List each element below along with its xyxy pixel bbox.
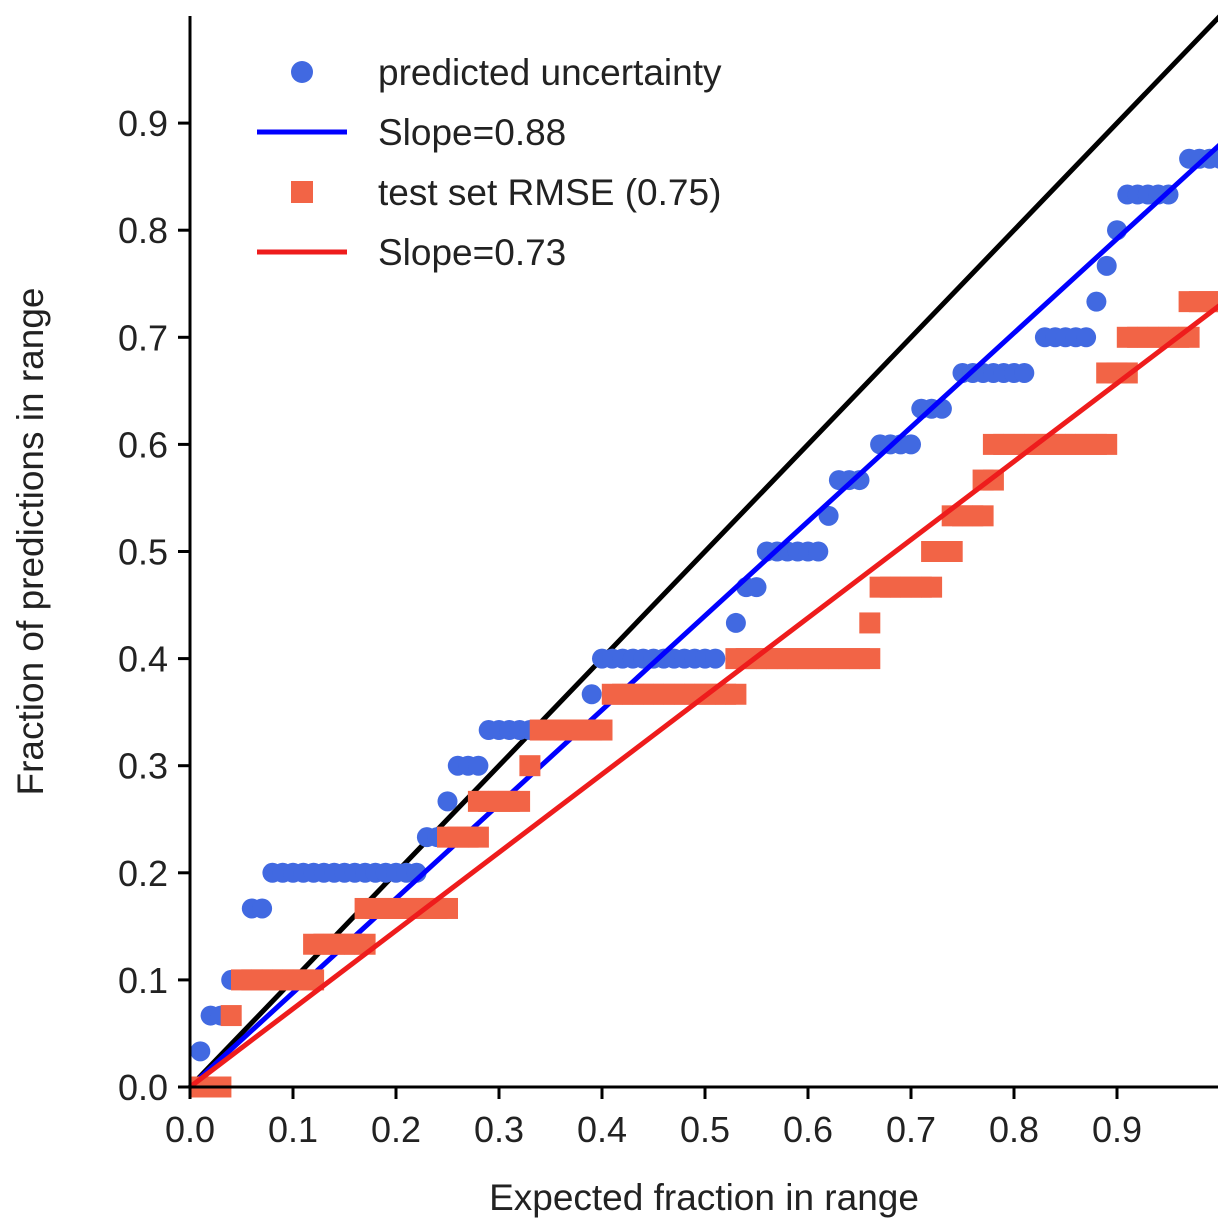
point-predicted-uncertainty (252, 898, 273, 919)
point-predicted-uncertainty (437, 791, 458, 812)
legend-marker-test-set-rmse (291, 181, 313, 203)
point-predicted-uncertainty (849, 470, 870, 491)
point-predicted-uncertainty (1086, 291, 1107, 312)
y-tick-label: 0.8 (118, 210, 168, 251)
legend-label-predicted-uncertainty: predicted uncertainty (378, 52, 722, 93)
fit-line-slope-0-73 (188, 303, 1218, 1089)
y-tick-label: 0.2 (118, 853, 168, 894)
x-tick-label: 0.7 (886, 1109, 936, 1150)
x-tick-label: 0.9 (1092, 1109, 1142, 1150)
point-predicted-uncertainty (808, 541, 829, 562)
legend-label-slope-073: Slope=0.73 (378, 232, 566, 273)
legend: predicted uncertainty Slope=0.88 test se… (257, 52, 722, 273)
legend-marker-predicted-uncertainty (291, 61, 313, 83)
point-predicted-uncertainty (901, 434, 921, 455)
point-test-set-rmse-0-75 (220, 1005, 242, 1027)
y-tick-label: 0.0 (118, 1067, 168, 1108)
x-tick-label: 0.2 (371, 1109, 421, 1150)
point-test-set-rmse-0-75 (467, 826, 489, 848)
y-tick-label: 0.4 (118, 639, 168, 680)
y-tick-label: 0.1 (118, 960, 168, 1001)
point-predicted-uncertainty (725, 612, 746, 633)
axes: 0.0 0.1 0.2 0.3 0.4 0.5 0.6 0.7 0.8 0.9 0.0 0.1 0.2… (10, 16, 1218, 1218)
point-predicted-uncertainty (1014, 362, 1035, 383)
y-axis-title: Fraction of predictions in range (10, 288, 51, 796)
x-tick-label: 0.4 (577, 1109, 627, 1150)
point-test-set-rmse-0-75 (941, 541, 963, 562)
fit-line-slope-0-88 (188, 142, 1218, 1089)
point-predicted-uncertainty (1096, 255, 1117, 276)
y-tick-label: 0.6 (118, 424, 168, 465)
point-test-set-rmse-0-75 (437, 897, 458, 919)
point-test-set-rmse-0-75 (1096, 433, 1118, 455)
x-tick-label: 0.5 (680, 1109, 730, 1150)
y-tick-label: 0.7 (118, 317, 168, 358)
legend-label-test-set-rmse: test set RMSE (0.75) (378, 172, 721, 213)
point-predicted-uncertainty (190, 1041, 211, 1062)
point-test-set-rmse-0-75 (921, 576, 943, 598)
point-test-set-rmse-0-75 (519, 755, 541, 777)
y-tick-label: 0.5 (118, 532, 168, 573)
x-tick-label: 0.8 (989, 1109, 1039, 1150)
y-tick-label: 0.3 (118, 746, 168, 787)
point-predicted-uncertainty (746, 577, 767, 598)
point-test-set-rmse-0-75 (859, 648, 881, 670)
plot-area (188, 14, 1218, 1098)
point-predicted-uncertainty (468, 755, 489, 776)
point-test-set-rmse-0-75 (725, 683, 747, 705)
x-tick-label: 0.6 (783, 1109, 833, 1150)
x-axis-title: Expected fraction in range (489, 1177, 919, 1218)
legend-label-slope-088: Slope=0.88 (378, 112, 566, 153)
point-predicted-uncertainty (818, 505, 839, 526)
x-tick-label: 0.1 (268, 1109, 318, 1150)
point-predicted-uncertainty (1076, 327, 1097, 348)
point-predicted-uncertainty (581, 684, 602, 705)
x-tick-label: 0.3 (474, 1109, 524, 1150)
y-ticks: 0.0 0.1 0.2 0.3 0.4 0.5 0.6 0.7 0.8 0.9 (118, 103, 190, 1108)
point-test-set-rmse-0-75 (859, 612, 881, 634)
point-test-set-rmse-0-75 (303, 969, 325, 991)
point-test-set-rmse-0-75 (1209, 291, 1218, 313)
point-test-set-rmse-0-75 (972, 505, 994, 527)
point-test-set-rmse-0-75 (509, 790, 531, 812)
y-tick-label: 0.9 (118, 103, 168, 144)
point-predicted-uncertainty (705, 648, 726, 669)
x-ticks: 0.0 0.1 0.2 0.3 0.4 0.5 0.6 0.7 0.8 0.9 (165, 1087, 1142, 1150)
point-test-set-rmse-0-75 (591, 719, 613, 741)
x-tick-label: 0.0 (165, 1109, 215, 1150)
